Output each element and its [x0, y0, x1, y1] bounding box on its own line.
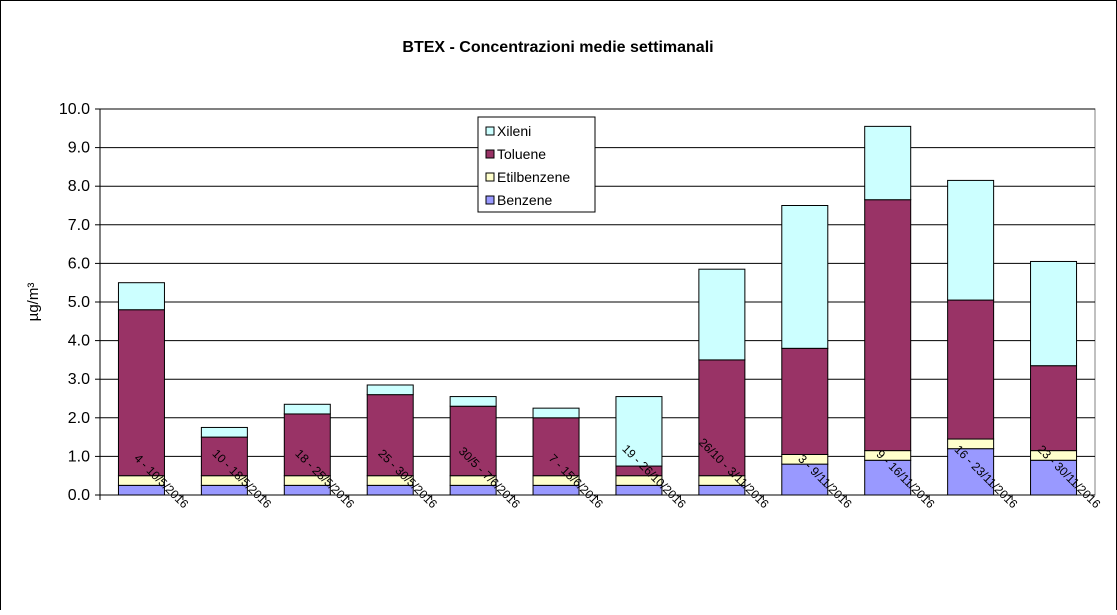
bar-segment: [864, 199, 912, 452]
y-tick-label: 8.0: [68, 178, 90, 195]
bar-segment: [449, 396, 497, 407]
bar-segment: [864, 125, 912, 201]
y-tick-label: 5.0: [68, 294, 90, 311]
bar-segment: [200, 436, 248, 477]
legend-label: Toluene: [497, 146, 546, 162]
bar-segment: [283, 413, 331, 477]
legend-label: Benzene: [497, 192, 552, 208]
bar-segment: [781, 347, 829, 455]
bar-segment: [117, 282, 165, 311]
y-tick-label: 6.0: [68, 255, 90, 272]
legend-swatch: [485, 172, 495, 182]
y-tick-label: 10.0: [59, 101, 90, 118]
bar-segment: [864, 459, 912, 496]
legend-label: Etilbenzene: [497, 169, 570, 185]
bar-segment: [947, 179, 995, 301]
bar-segment: [1030, 365, 1078, 452]
y-axis-label: µg/m³: [25, 283, 42, 322]
bar-segment: [698, 359, 746, 477]
bar-segment: [615, 396, 663, 467]
legend-swatch: [485, 195, 495, 205]
y-tick-label: 9.0: [68, 140, 90, 157]
legend-label: Xileni: [497, 123, 531, 139]
bar-segment: [781, 205, 829, 349]
bar-segment: [532, 417, 580, 477]
bar-segment: [698, 268, 746, 361]
bar-segment: [1030, 260, 1078, 367]
bar-segment: [532, 407, 580, 419]
y-tick-label: 3.0: [68, 371, 90, 388]
chart-title: BTEX - Concentrazioni medie settimanali: [402, 39, 713, 56]
y-tick-label: 7.0: [68, 217, 90, 234]
bar-segment: [117, 309, 165, 477]
y-tick-label: 2.0: [68, 410, 90, 427]
bar-segment: [366, 384, 414, 396]
legend-box: [477, 116, 596, 213]
y-tick-label: 1.0: [68, 448, 90, 465]
bar-segment: [947, 299, 995, 440]
y-tick-label: 4.0: [68, 333, 90, 350]
legend-swatch: [485, 126, 495, 136]
y-tick-label: 0.0: [68, 487, 90, 504]
bar-segment: [200, 426, 248, 438]
bar-segment: [283, 403, 331, 415]
bar-segment: [947, 438, 995, 450]
legend-swatch: [485, 149, 495, 159]
